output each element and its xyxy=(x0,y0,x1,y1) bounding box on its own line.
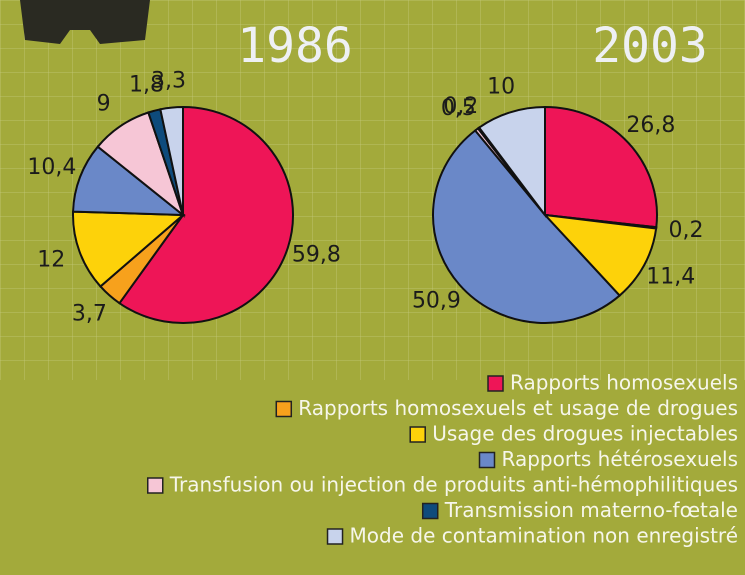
legend-swatch xyxy=(488,376,503,391)
value-label: 50,9 xyxy=(412,288,461,313)
legend-label: Transfusion ou injection de produits ant… xyxy=(169,473,738,497)
pie-title: 1986 xyxy=(237,18,353,74)
legend-label: Rapports homosexuels et usage de drogues xyxy=(298,396,738,420)
pie-title: 2003 xyxy=(592,18,708,74)
value-label: 12 xyxy=(37,247,65,272)
value-label: 0,2 xyxy=(668,218,703,243)
value-label: 0,2 xyxy=(443,94,478,119)
value-label: 3,7 xyxy=(72,302,107,327)
legend-label: Rapports homosexuels xyxy=(510,371,738,395)
legend-swatch xyxy=(410,427,425,442)
legend-label: Rapports hétérosexuels xyxy=(502,447,739,471)
value-label: 26,8 xyxy=(626,113,675,138)
value-label: 9 xyxy=(97,92,111,117)
legend-label: Usage des drogues injectables xyxy=(432,422,738,446)
value-label: 10,4 xyxy=(27,155,76,180)
legend-label: Transmission materno-fœtale xyxy=(444,498,738,522)
value-label: 11,4 xyxy=(646,264,695,289)
value-label: 3,3 xyxy=(151,69,186,94)
page: 1986 2003 59,83,71210,491,83,326,80,211,… xyxy=(0,0,745,575)
legend-swatch xyxy=(148,478,163,493)
legend-swatch xyxy=(276,402,291,417)
legend-swatch xyxy=(480,453,495,468)
legend-swatch xyxy=(423,504,438,519)
value-label: 10 xyxy=(487,75,515,100)
legend-swatch xyxy=(328,529,343,544)
legend-label: Mode de contamination non enregistré xyxy=(350,524,738,548)
value-label: 59,8 xyxy=(292,243,341,268)
